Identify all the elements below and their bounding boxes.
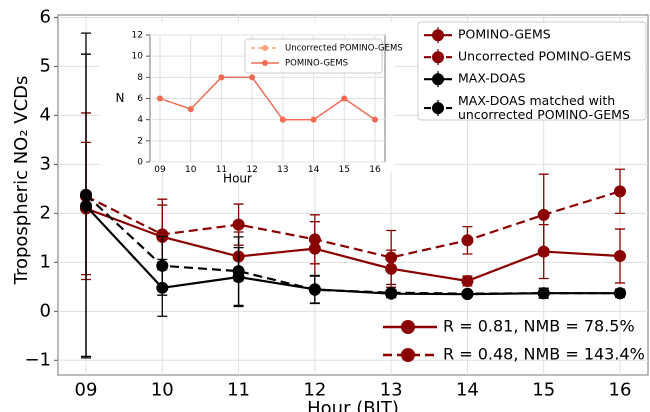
x-tick-label: 15 [532, 379, 555, 400]
series-line [85, 193, 620, 295]
series-line [85, 207, 621, 283]
data-point [232, 265, 245, 278]
x-tick-label: 10 [185, 165, 197, 175]
data-point [232, 218, 245, 231]
data-point [341, 95, 348, 102]
y-tick-label: 6 [40, 6, 51, 27]
data-point [461, 234, 474, 247]
legend-marker [262, 60, 268, 66]
y-tick-label: 4 [137, 115, 143, 125]
inset-chart: 0 2 4 6 8 10 12 09 10 11 12 13 14 15 16 Hour N Uncorrecte… [100, 22, 403, 186]
data-point [385, 251, 398, 264]
y-tick-label: 1 [40, 251, 51, 272]
data-point [461, 274, 474, 287]
data-point [156, 259, 169, 272]
x-tick-label: 16 [369, 165, 381, 175]
x-tick-label: 14 [308, 165, 320, 175]
annotation-marker [401, 348, 415, 362]
data-point [308, 283, 321, 296]
data-point [537, 287, 550, 300]
x-tick-label: 09 [75, 379, 98, 400]
data-point [157, 95, 163, 102]
legend-label: MAX-DOAS [458, 71, 526, 86]
x-tick-label: 16 [609, 379, 632, 400]
data-point [614, 249, 626, 262]
legend-marker [262, 45, 268, 51]
legend-marker [432, 102, 444, 115]
y-tick-label: 3 [40, 153, 51, 174]
y-tick-label: 6 [137, 94, 143, 104]
x-tick-label: 11 [216, 165, 227, 175]
data-point [461, 287, 474, 300]
y-tick-label: 2 [137, 136, 143, 146]
data-point [310, 116, 317, 123]
y-tick-label: 4 [40, 104, 51, 125]
y-tick-label: 0 [137, 158, 143, 168]
data-point [537, 208, 550, 221]
legend-label: Uncorrected POMINO-GEMS [285, 44, 403, 54]
legend-box [417, 21, 647, 121]
legend-label-line: uncorrected POMINO-GEMS [458, 106, 630, 121]
x-tick-label: 14 [456, 379, 479, 400]
x-axis-label: Hour (BJT) [307, 398, 399, 412]
annotation-marker [401, 320, 415, 334]
y-tick-label: 0 [40, 300, 51, 321]
x-tick-label: 13 [380, 379, 403, 400]
x-tick-label: 13 [277, 165, 288, 175]
data-point [385, 286, 398, 299]
legend-label: POMINO-GEMS [458, 27, 551, 42]
x-tick-label: 12 [303, 379, 326, 400]
y-axis-label: N [116, 91, 125, 105]
annotation: R = 0.48, NMB = 143.4% [443, 345, 645, 364]
y-tick-label: 2 [40, 202, 51, 223]
legend-marker [432, 29, 444, 42]
y-tick-label: 12 [132, 31, 143, 41]
data-point [156, 228, 169, 241]
legend-label: Uncorrected POMINO-GEMS [458, 49, 631, 64]
data-point [614, 287, 626, 300]
data-point [187, 106, 194, 113]
x-axis-label: Hour [223, 172, 252, 186]
legend-box [244, 38, 383, 74]
y-tick-label: 5 [40, 55, 51, 76]
series-line [159, 76, 376, 121]
data-point [308, 233, 321, 246]
legend-marker [432, 73, 444, 86]
x-tick-label: 11 [227, 379, 250, 400]
legend-label: MAX-DOAS matched with uncorrected POMINO-… [458, 93, 630, 122]
data-point [249, 74, 256, 81]
y-tick-label: 8 [137, 73, 143, 83]
x-tick-label: 15 [339, 165, 350, 175]
annotation: R = 0.81, NMB = 78.5% [443, 317, 635, 336]
y-tick-label: 10 [132, 52, 144, 62]
data-point [614, 185, 626, 198]
x-tick-label: 10 [151, 379, 174, 400]
legend-label-line: MAX-DOAS matched with [458, 93, 615, 108]
data-point [218, 74, 225, 81]
data-point [80, 188, 92, 201]
x-tick-label: 09 [154, 165, 166, 175]
data-point [372, 116, 378, 123]
legend-marker [432, 51, 444, 64]
x-tick-label: 12 [246, 165, 257, 175]
legend-label: POMINO-GEMS [285, 59, 348, 69]
series-line [85, 190, 621, 259]
y-axis-label: Tropospheric NO₂ VCDs [11, 76, 32, 286]
data-point [279, 116, 286, 123]
y-tick-label: −1 [24, 349, 51, 370]
